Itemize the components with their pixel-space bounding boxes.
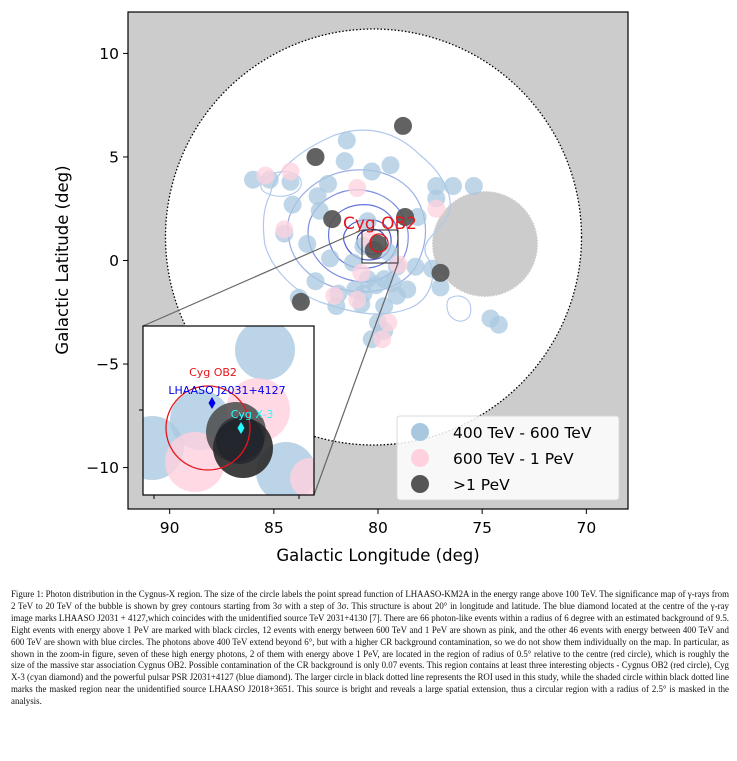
x-tick-label: 75 xyxy=(472,519,492,537)
legend-box xyxy=(396,415,620,501)
legend-label-600-1pev: 600 TeV - 1 PeV xyxy=(453,450,574,468)
event-marker-above-1pev xyxy=(394,116,412,135)
event-marker-600tev-1pev xyxy=(348,290,367,309)
event-marker-400-600tev xyxy=(308,187,327,206)
event-marker-above-1pev xyxy=(291,292,310,311)
event-marker-400-600tev xyxy=(358,212,377,231)
event-marker-400-600tev xyxy=(306,272,325,291)
legend: 400 TeV - 600 TeV 600 TeV - 1 PeV >1 PeV xyxy=(396,415,620,501)
inset-label-cyg-ob2: Cyg OB2 xyxy=(189,366,237,379)
y-tick-label: −5 xyxy=(96,356,119,374)
contour-3sigma-blob xyxy=(446,295,472,322)
zoom-connector xyxy=(142,229,363,327)
zoom-connector xyxy=(313,262,399,496)
inset-label-cyg-x3: Cyg X-3 xyxy=(231,408,274,421)
inset-event-dark xyxy=(216,416,264,464)
event-marker-above-1pev xyxy=(323,210,342,229)
event-marker-600tev-1pev xyxy=(256,166,275,185)
legend-label-400-600: 400 TeV - 600 TeV xyxy=(453,424,592,442)
event-marker-400-600tev xyxy=(406,257,425,276)
event-marker-600tev-1pev xyxy=(325,286,344,305)
event-marker-400-600tev xyxy=(362,162,381,181)
legend-marker-400-600 xyxy=(411,423,429,441)
y-tick-label: 0 xyxy=(109,252,119,270)
lhaaso-j2031-diamond xyxy=(208,397,216,409)
zoom-inset: Cyg OB2 LHAASO J2031+4127 Cyg X-3 xyxy=(139,325,315,499)
x-axis-ticks: 90 85 80 75 70 xyxy=(160,509,596,537)
event-marker-400-600tev xyxy=(375,297,394,316)
inset-event-pink xyxy=(290,458,314,495)
event-marker-400-600tev xyxy=(319,174,337,193)
inset-label-lhaaso: LHAASO J2031+4127 xyxy=(168,384,285,397)
event-marker-400-600tev xyxy=(408,208,427,226)
event-marker-600tev-1pev xyxy=(373,330,392,349)
event-marker-400-600tev xyxy=(489,315,508,334)
inset-event-pink xyxy=(165,432,225,492)
inset-cyg-ob2-circle xyxy=(165,385,251,471)
photon-map-figure: Cyg OB2 90 85 80 75 70 10 5 0 −5 −10 Galactic Lo… xyxy=(53,11,629,565)
cyg-ob2-annotation: Cyg OB2 xyxy=(343,214,417,234)
y-tick-label: 10 xyxy=(99,45,119,63)
event-marker-600tev-1pev xyxy=(352,263,371,282)
x-tick-label: 85 xyxy=(264,519,284,537)
event-marker-600tev-1pev xyxy=(281,162,300,181)
event-marker-600tev-1pev xyxy=(275,220,294,239)
x-tick-label: 80 xyxy=(368,519,388,537)
event-markers xyxy=(244,116,508,349)
contour-3sigma xyxy=(262,129,451,315)
event-marker-400-600tev xyxy=(381,156,400,175)
event-marker-above-1pev xyxy=(396,208,415,226)
x-tick-label: 90 xyxy=(160,519,180,537)
event-marker-600tev-1pev xyxy=(348,179,367,197)
event-marker-600tev-1pev xyxy=(427,199,446,218)
legend-label-above-1pev: >1 PeV xyxy=(453,476,510,494)
event-marker-400-600tev xyxy=(431,278,450,297)
inset-event-blue xyxy=(235,326,295,380)
event-marker-400-600tev xyxy=(335,152,354,171)
event-marker-400-600tev xyxy=(337,131,356,150)
y-tick-label: −10 xyxy=(86,459,119,477)
event-marker-600tev-1pev xyxy=(379,313,398,332)
event-marker-400-600tev xyxy=(283,195,302,214)
x-axis-label: Galactic Longitude (deg) xyxy=(276,546,479,565)
legend-marker-600-1pev xyxy=(411,449,429,467)
contour-3sigma-blob xyxy=(260,171,302,197)
event-marker-600tev-1pev xyxy=(389,255,408,274)
y-tick-label: 5 xyxy=(109,148,119,166)
x-tick-label: 70 xyxy=(576,519,596,537)
event-marker-above-1pev xyxy=(306,148,325,166)
event-marker-400-600tev xyxy=(298,234,317,253)
event-marker-above-1pev xyxy=(431,263,450,282)
cyg-x3-diamond xyxy=(237,422,245,434)
event-marker-400-600tev xyxy=(444,177,462,195)
event-marker-400-600tev xyxy=(427,177,446,195)
event-marker-400-600tev xyxy=(398,280,417,299)
masked-region xyxy=(431,190,539,298)
figure-caption: Figure 1: Photon distribution in the Cyg… xyxy=(11,589,729,707)
cyg-ob2-circle xyxy=(369,233,389,253)
event-marker-400-600tev xyxy=(464,177,483,195)
legend-marker-above-1pev xyxy=(411,475,429,493)
y-axis-label: Galactic Latitude (deg) xyxy=(53,165,72,354)
y-axis-ticks: 10 5 0 −5 −10 xyxy=(86,45,128,477)
zoom-region-box xyxy=(361,229,399,264)
event-marker-400-600tev xyxy=(321,249,340,268)
